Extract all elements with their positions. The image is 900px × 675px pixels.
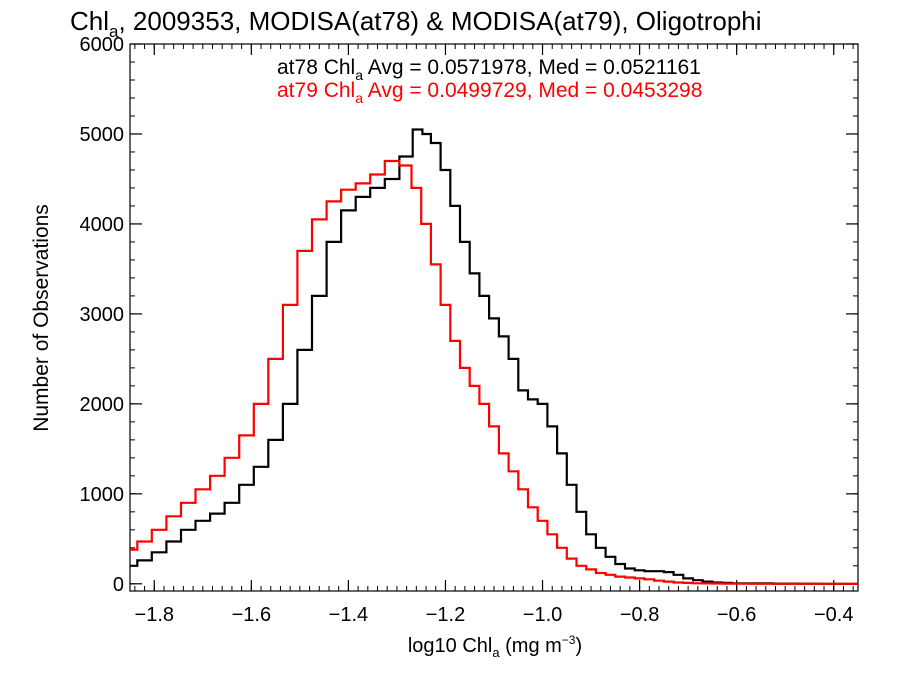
legend-at78-subscript: a [355,67,363,83]
series-at78-line [130,128,858,585]
legend-at79-subscript: a [355,90,363,106]
legend-at79-post: Avg = 0.0499729, Med = 0.0453298 [363,79,702,102]
legend-entry-at79: at79 Chla Avg = 0.0499729, Med = 0.04532… [277,79,702,106]
legend-at78-pre: at78 Chl [277,56,355,79]
chart-title: Chla, 2009353, MODISA(at78) & MODISA(at7… [70,6,762,41]
x-tick-label: −0.6 [717,604,756,626]
y-tick-label: 5000 [80,124,125,146]
x-tick-label: −1.0 [523,604,562,626]
xlabel-subscript: a [492,645,500,660]
x-tick-label: −0.8 [620,604,659,626]
legend-entry-at78: at78 Chla Avg = 0.0571978, Med = 0.05211… [277,56,701,83]
y-tick-label: 0 [113,574,124,596]
x-tick-label: −1.2 [426,604,465,626]
x-axis-label: log10 Chla (mg m−3) [408,633,582,660]
xlabel-close: ) [575,635,582,657]
y-axis-label: Number of Observations [30,204,53,432]
y-tick-label: 3000 [80,304,125,326]
x-tick-label: −0.4 [814,604,853,626]
xlabel-units: (mg m [500,635,562,657]
x-tick-label: −1.8 [135,604,174,626]
title-rest: , 2009353, MODISA(at78) & MODISA(at79), … [118,6,761,36]
y-tick-label: 6000 [80,34,125,56]
x-axis-ticks: −1.8 −1.6 −1.4 −1.2 −1.0 −0.8 −0.6 −0.4 [134,44,854,626]
legend-at78-post: Avg = 0.0571978, Med = 0.0521161 [363,56,701,79]
y-axis-ticks: 0 1000 2000 3000 4000 5000 6000 [80,34,858,596]
legend-at79-pre: at79 Chl [277,79,355,102]
y-tick-label: 1000 [80,484,125,506]
title-base: Chl [70,6,109,36]
x-tick-label: −1.4 [329,604,368,626]
xlabel-superscript: −3 [562,633,576,647]
x-tick-label: −1.6 [232,604,271,626]
series-at79-line [130,159,858,585]
y-tick-label: 4000 [80,214,125,236]
series-group [130,128,858,585]
xlabel-base: log10 Chl [408,635,493,657]
title-subscript: a [109,22,119,41]
y-tick-label: 2000 [80,394,125,416]
